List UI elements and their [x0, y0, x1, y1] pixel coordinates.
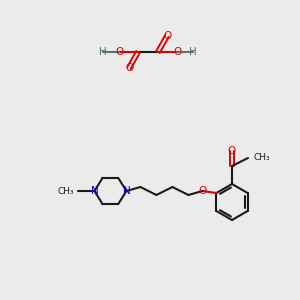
Text: N: N — [91, 186, 98, 196]
Text: N: N — [122, 186, 130, 196]
Text: O: O — [125, 63, 133, 73]
Text: CH₃: CH₃ — [58, 187, 74, 196]
Text: CH₃: CH₃ — [253, 154, 270, 163]
Text: O: O — [115, 47, 123, 57]
Text: H: H — [99, 47, 107, 57]
Text: O: O — [173, 47, 181, 57]
Text: O: O — [163, 31, 171, 41]
Text: H: H — [189, 47, 197, 57]
Text: O: O — [198, 186, 206, 196]
Text: O: O — [228, 146, 236, 156]
